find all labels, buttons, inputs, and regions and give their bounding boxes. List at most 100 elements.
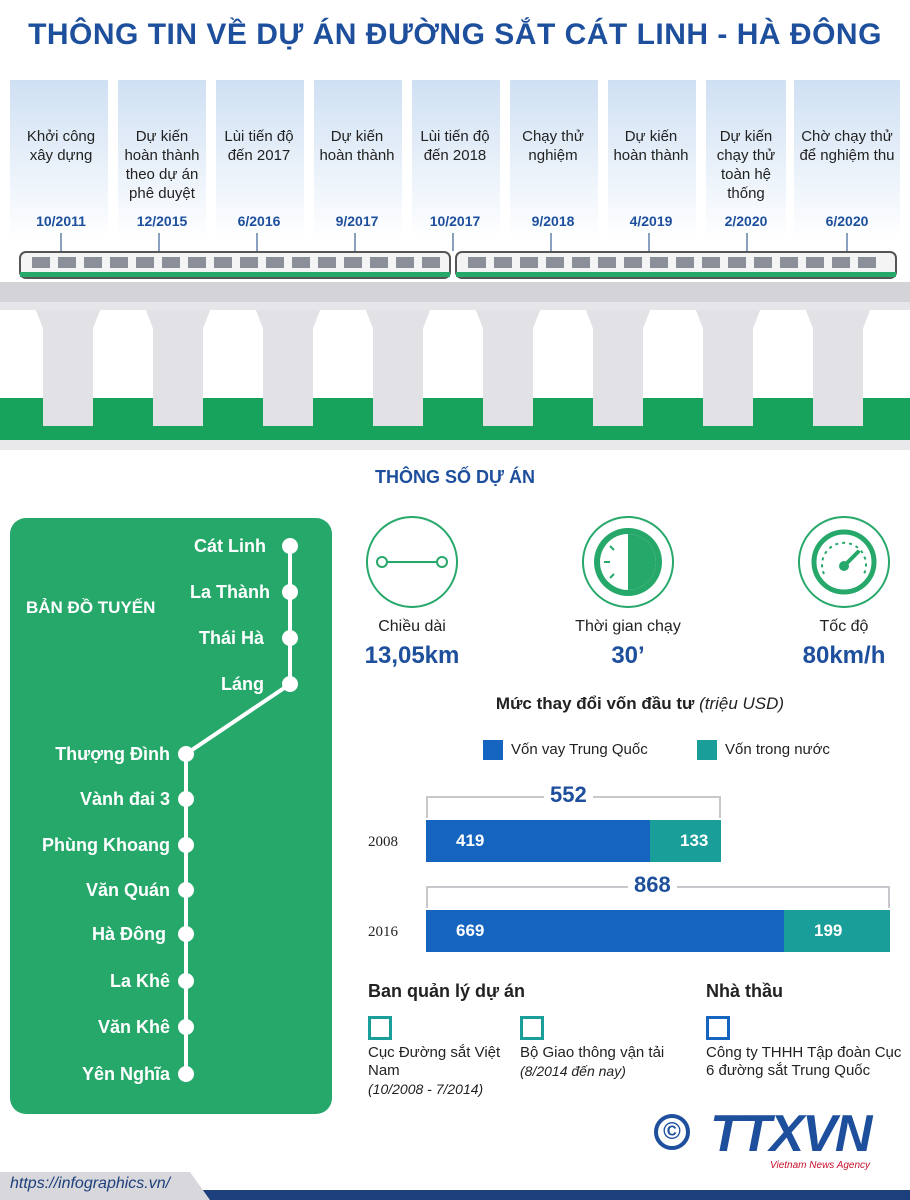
- checkbox-icon: [368, 1016, 392, 1040]
- ground-base: [0, 440, 910, 450]
- category-label: 2016: [368, 924, 398, 940]
- timeline-date: 12/2015: [136, 213, 188, 229]
- station-dot: [282, 584, 298, 600]
- page-title: THÔNG TIN VỀ DỰ ÁN ĐƯỜNG SẮT CÁT LINH - …: [28, 18, 882, 51]
- grass-strip: [0, 398, 910, 440]
- timeline-date: 9/2017: [335, 213, 379, 229]
- chart-title-unit: (triệu USD): [699, 694, 785, 713]
- timeline-tick: [846, 233, 848, 251]
- management-item: Bộ Giao thông vận tải (8/2014 đến nay): [520, 1044, 700, 1081]
- timeline-tick: [158, 233, 160, 251]
- management-item-period: (8/2014 đến nay): [520, 1063, 626, 1079]
- timeline-column: [412, 80, 500, 240]
- timeline-tick: [256, 233, 258, 251]
- route-map-panel: [10, 518, 332, 1114]
- station-label: Láng: [221, 674, 264, 694]
- timeline-column: [794, 80, 900, 240]
- management-item: Cục Đường sắt Việt Nam (10/2008 - 7/2014…: [368, 1044, 508, 1099]
- station-dot: [178, 791, 194, 807]
- speedometer-icon: [798, 516, 890, 608]
- length-label: Chiều dài: [378, 618, 446, 635]
- train-illustration: [19, 251, 897, 279]
- legend-label-domestic: Vốn trong nước: [725, 741, 830, 758]
- total-label: 868: [628, 872, 677, 898]
- timeline-event-label: Lùi tiến độ đến 2017: [224, 128, 294, 164]
- viaduct-pillar: [813, 310, 863, 426]
- contractor-heading: Nhà thầu: [706, 981, 784, 1001]
- timeline-column: [118, 80, 206, 240]
- station-label: Hà Đông: [92, 924, 166, 944]
- legend-swatch-loan: [483, 740, 503, 760]
- viaduct-pillar: [373, 310, 423, 426]
- legend-swatch-domestic: [697, 740, 717, 760]
- timeline-tick: [60, 233, 62, 251]
- duration-label: Thời gian chạy: [575, 618, 681, 635]
- section-title: THÔNG SỐ DỰ ÁN: [375, 467, 535, 487]
- station-label: Phùng Khoang: [42, 835, 170, 855]
- bar-segment: 419: [426, 820, 650, 862]
- footer-bar: [0, 1190, 910, 1200]
- timeline-event-label: Dự kiến hoàn thành: [613, 128, 689, 164]
- station-label: Thái Hà: [198, 628, 264, 648]
- timeline-tick: [746, 233, 748, 251]
- station-dot: [282, 676, 298, 692]
- timeline-event-label: Dự kiến chạy thử toàn hệ thống: [716, 128, 776, 202]
- station-label: Yên Nghĩa: [81, 1064, 170, 1084]
- chart-title: Mức thay đổi vốn đầu tư (triệu USD): [370, 694, 910, 714]
- viaduct-pillar: [703, 310, 753, 426]
- timeline-column: [10, 80, 108, 240]
- station-dot: [282, 538, 298, 554]
- total-label: 552: [544, 782, 593, 808]
- station-label: La Thành: [190, 582, 270, 602]
- timeline-event-label: Chạy thử nghiệm: [522, 128, 584, 164]
- ttxvn-logo: TTXVN: [710, 1105, 872, 1163]
- station-dot: [178, 1019, 194, 1035]
- timeline-date: 10/2017: [429, 213, 481, 229]
- timeline-event-label: Dự kiến hoàn thành: [319, 128, 395, 164]
- footer-tab: [0, 1172, 210, 1200]
- station-dot: [178, 1066, 194, 1082]
- bar-segment: 199: [784, 910, 890, 952]
- viaduct-pillar: [483, 310, 533, 426]
- station-dot: [178, 973, 194, 989]
- checkbox-icon: [706, 1016, 730, 1040]
- viaduct-deck: [0, 282, 910, 302]
- timeline-column: [314, 80, 402, 240]
- timeline-tick: [452, 233, 454, 251]
- contractor-name: Công ty THHH Tập đoàn Cục 6 đường sắt Tr…: [706, 1044, 902, 1079]
- station-label: Văn Khê: [97, 1017, 170, 1037]
- station-label: Vành đai 3: [79, 789, 170, 809]
- ttxvn-logo-subtext: Vietnam News Agency: [770, 1160, 871, 1171]
- timeline-date: 2/2020: [724, 213, 768, 229]
- timeline-tick: [354, 233, 356, 251]
- station-label: La Khê: [109, 971, 170, 991]
- bar-segment: 133: [650, 820, 721, 862]
- management-item-period: (10/2008 - 7/2014): [368, 1081, 484, 1097]
- checkbox-icon: [520, 1016, 544, 1040]
- route-line: [184, 546, 292, 1074]
- management-item-name: Bộ Giao thông vận tải: [520, 1044, 665, 1061]
- copyright-icon: ©: [654, 1114, 690, 1150]
- legend-label-loan: Vốn vay Trung Quốc: [511, 741, 648, 758]
- timeline-date: 4/2019: [629, 213, 673, 229]
- timeline-event-label: Khởi công xây dựng: [26, 128, 96, 164]
- management-heading: Ban quản lý dự án: [368, 981, 526, 1001]
- viaduct-pillar: [263, 310, 313, 426]
- timeline-date: 6/2016: [237, 213, 281, 229]
- timeline-tick: [550, 233, 552, 251]
- timeline-column: [608, 80, 696, 240]
- timeline-tick: [648, 233, 650, 251]
- bar-segment: 669: [426, 910, 784, 952]
- speed-value: 80km/h: [802, 642, 886, 669]
- station-dot: [178, 926, 194, 942]
- category-label: 2008: [368, 834, 398, 850]
- line-length-icon: [366, 516, 458, 608]
- management-item-name: Cục Đường sắt Việt Nam: [368, 1044, 501, 1079]
- chart-title-text: Mức thay đổi vốn đầu tư: [495, 694, 695, 713]
- timeline-event-label: Chờ chạy thử để nghiệm thu: [799, 128, 895, 164]
- station-label: Thượng Đình: [55, 744, 170, 764]
- timeline-column: [706, 80, 786, 240]
- clock-icon: [582, 516, 674, 608]
- duration-value: 30’: [611, 642, 645, 669]
- footer-link[interactable]: https://infographics.vn/: [10, 1175, 171, 1192]
